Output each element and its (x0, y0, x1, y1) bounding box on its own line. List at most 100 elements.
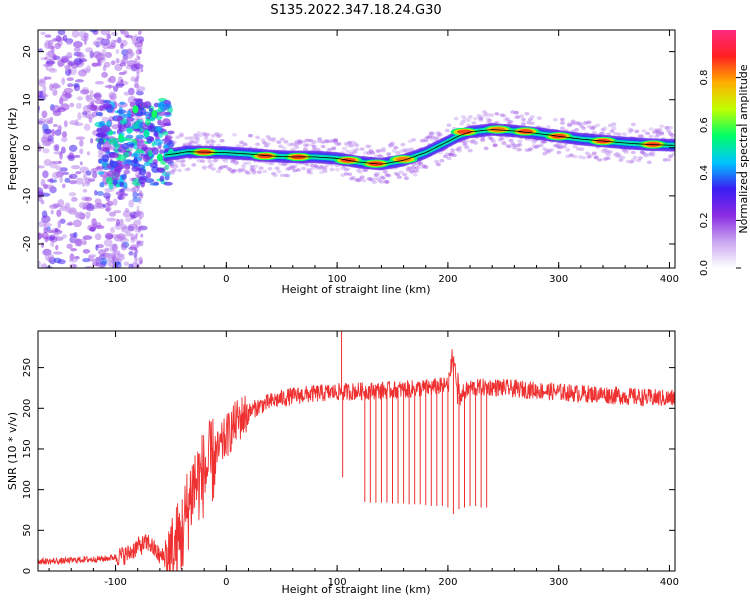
spectrogram-noise-blob (135, 225, 139, 230)
spectrogram-noise-blob (89, 30, 98, 33)
spectrogram-halo-blob (455, 147, 461, 152)
spectrogram-halo-blob (357, 170, 363, 174)
spectrogram-noise-blob (140, 242, 144, 247)
spectrogram-noise-blob (136, 86, 146, 92)
spectrogram-halo-blob (471, 138, 477, 143)
spectrogram-peak (396, 157, 412, 162)
spectrogram-halo-blob (334, 167, 340, 172)
spectrogram-hot-spot (132, 105, 139, 114)
spectrogram-noise-blob (115, 49, 120, 54)
spectrogram-y-tick-label: -20 (22, 236, 33, 252)
spectrogram-cluster-blob (127, 110, 132, 118)
spectrogram-cluster-blob (98, 105, 104, 112)
spectrogram-x-tick-label: 100 (328, 274, 347, 285)
spectrogram-halo-blob (632, 155, 638, 160)
spectrogram-halo-blob (173, 164, 179, 169)
spectrogram-cluster-blob (97, 171, 105, 175)
spectrogram-halo-blob (278, 144, 284, 149)
spectrogram-noise-blob (53, 251, 63, 255)
spectrogram-halo-blob (216, 134, 222, 139)
spectrogram-noise-blob (67, 154, 76, 162)
spectrogram-halo-blob (171, 161, 177, 166)
spectrogram-noise-blob (125, 217, 132, 222)
spectrogram-noise-blob (42, 123, 49, 132)
spectrogram-halo-blob (558, 142, 564, 146)
spectrogram-halo-blob (629, 128, 635, 133)
spectrogram-halo-blob (194, 139, 200, 143)
spectrogram-cluster-blob (129, 101, 136, 108)
spectrogram-halo-blob (333, 138, 339, 143)
spectrogram-noise-blob (138, 49, 142, 54)
spectrogram-halo-blob (384, 179, 390, 184)
spectrogram-halo-blob (538, 143, 544, 148)
spectrogram-cluster-blob (153, 138, 163, 146)
spectrogram-halo-blob (182, 142, 188, 147)
spectrogram-halo-blob (657, 128, 663, 132)
spectrogram-cluster-blob (157, 127, 162, 132)
spectrogram-noise-blob (120, 225, 131, 233)
snr-frame (37, 330, 676, 572)
spectrogram-cluster-blob (119, 181, 124, 187)
spectrogram-noise-blob (138, 240, 142, 245)
spectrogram-noise-blob (135, 90, 144, 96)
spectrogram-halo-blob (501, 113, 507, 118)
spectrogram-noise-blob (115, 255, 126, 261)
spectrogram-noise-blob (38, 260, 41, 268)
spectrogram-noise-blob (69, 180, 77, 185)
spectrogram-halo-blob (219, 165, 225, 169)
spectrogram-halo-blob (648, 151, 654, 156)
spectrogram-halo-blob (325, 148, 331, 152)
spectrogram-halo-blob (302, 143, 308, 148)
spectrogram-halo-blob (430, 131, 436, 135)
spectrogram-halo-blob (448, 152, 454, 157)
spectrogram-cluster-blob (131, 165, 140, 172)
spectrogram-halo-blob (586, 124, 592, 129)
spectrogram-halo-blob (480, 137, 486, 141)
spectrogram-halo-blob (611, 122, 617, 126)
spectrogram-noise-blob (47, 45, 55, 50)
spectrogram-halo-blob (668, 125, 674, 130)
spectrogram-halo-blob (411, 165, 417, 170)
spectrogram-halo-blob (559, 117, 565, 122)
spectrogram-halo-blob (419, 165, 425, 170)
spectrogram-x-tick-label: 400 (660, 274, 679, 285)
spectrogram-cluster-blob (157, 101, 164, 109)
spectrogram-halo-blob (664, 126, 670, 131)
spectrogram-cluster-blob (115, 183, 121, 188)
spectrogram-halo-blob (310, 143, 316, 147)
spectrogram-noise-blob (40, 263, 48, 268)
spectrogram-halo-blob (208, 163, 214, 167)
spectrogram-halo-blob (616, 153, 622, 157)
spectrogram-halo-blob (630, 122, 636, 127)
spectrogram-halo-blob (249, 167, 255, 172)
spectrogram-halo-blob (490, 138, 496, 143)
spectrogram-halo-blob (460, 114, 466, 119)
spectrogram-halo-blob (237, 169, 243, 174)
spectrogram-cluster-blob (129, 143, 135, 148)
spectrogram-halo-blob (382, 170, 388, 174)
spectrogram-halo-blob (375, 171, 381, 176)
spectrogram-halo-blob (606, 156, 612, 161)
spectrogram-halo-blob (347, 172, 353, 177)
spectrogram-halo-blob (600, 131, 606, 136)
spectrogram-halo-blob (567, 123, 573, 128)
spectrogram-halo-blob (501, 140, 507, 145)
spectrogram-noise-blob (140, 68, 144, 73)
spectrogram-noise-blob (44, 235, 49, 243)
spectrogram-halo-blob (198, 133, 204, 138)
spectrogram-halo-blob (485, 120, 491, 124)
spectrogram-cluster-blob (138, 176, 147, 185)
spectrogram-cluster-blob (161, 118, 171, 127)
spectrogram-noise-blob (43, 76, 49, 80)
spectrogram-x-tick-label: 200 (438, 274, 457, 285)
spectrogram-noise-blob (78, 201, 86, 209)
spectrogram-halo-blob (193, 140, 199, 145)
spectrogram-halo-blob (271, 171, 277, 176)
spectrogram-halo-blob (529, 115, 535, 119)
spectrogram-halo-blob (414, 169, 420, 173)
spectrogram-noise-blob (58, 160, 62, 164)
spectrogram-halo-blob (489, 137, 495, 141)
spectrogram-halo-blob (526, 120, 532, 124)
spectrogram-noise-blob (55, 144, 60, 152)
spectrogram-noise-blob (89, 90, 94, 97)
